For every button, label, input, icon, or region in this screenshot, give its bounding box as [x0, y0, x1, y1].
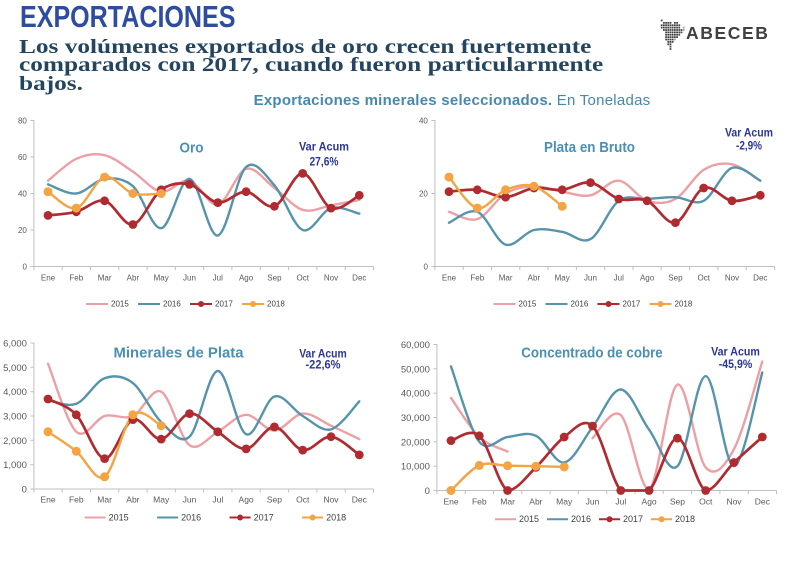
svg-text:Ene: Ene: [443, 496, 458, 506]
svg-text:2017: 2017: [254, 512, 274, 522]
svg-text:-45,9%: -45,9%: [719, 357, 753, 371]
svg-text:2016: 2016: [571, 300, 589, 309]
svg-text:Dec: Dec: [753, 273, 767, 282]
svg-text:Var Acum: Var Acum: [725, 126, 773, 140]
svg-text:Mar: Mar: [499, 273, 513, 282]
svg-text:Jun: Jun: [586, 496, 600, 506]
svg-text:50,000: 50,000: [401, 364, 430, 375]
svg-text:Sep: Sep: [670, 496, 685, 506]
svg-text:40: 40: [18, 189, 27, 198]
svg-text:Jul: Jul: [212, 495, 223, 505]
svg-text:2015: 2015: [519, 300, 537, 309]
svg-text:60,000: 60,000: [401, 340, 430, 351]
svg-text:Dec: Dec: [352, 495, 368, 505]
svg-text:Plata en Bruto: Plata en Bruto: [544, 139, 635, 156]
svg-text:2016: 2016: [571, 514, 591, 524]
svg-text:-2,9%: -2,9%: [736, 139, 762, 153]
svg-text:2017: 2017: [215, 300, 233, 309]
svg-text:Ago: Ago: [640, 273, 655, 282]
svg-text:Nov: Nov: [726, 496, 742, 506]
svg-text:Minerales de Plata: Minerales de Plata: [114, 345, 245, 362]
svg-text:Oro: Oro: [180, 140, 204, 157]
svg-text:-22,6%: -22,6%: [306, 358, 341, 372]
svg-text:Nov: Nov: [323, 495, 339, 505]
svg-text:Var Acum: Var Acum: [711, 344, 760, 358]
svg-text:Oct: Oct: [699, 496, 713, 506]
svg-text:Ago: Ago: [239, 495, 254, 505]
svg-text:Mar: Mar: [500, 496, 515, 506]
svg-text:Feb: Feb: [69, 495, 84, 505]
svg-text:2016: 2016: [163, 300, 181, 309]
svg-text:80: 80: [18, 116, 27, 125]
svg-text:Ene: Ene: [40, 495, 55, 505]
svg-text:Ene: Ene: [41, 273, 56, 282]
svg-text:4,000: 4,000: [3, 387, 27, 398]
svg-text:20: 20: [419, 189, 428, 198]
svg-text:Ago: Ago: [239, 273, 254, 282]
svg-text:Oct: Oct: [697, 273, 710, 282]
svg-text:Mar: Mar: [97, 495, 112, 505]
svg-text:20: 20: [18, 226, 27, 235]
svg-text:40: 40: [419, 116, 428, 125]
svg-text:2018: 2018: [326, 512, 346, 522]
svg-text:ABECEB: ABECEB: [686, 23, 770, 43]
svg-text:0: 0: [425, 486, 430, 497]
svg-text:0: 0: [423, 262, 428, 271]
svg-text:Var Acum: Var Acum: [299, 347, 347, 361]
svg-text:2015: 2015: [109, 512, 129, 522]
svg-text:Abr: Abr: [529, 496, 542, 506]
svg-text:Jul: Jul: [614, 273, 624, 282]
svg-text:2018: 2018: [675, 300, 693, 309]
svg-text:0: 0: [22, 484, 27, 495]
svg-text:30,000: 30,000: [401, 413, 430, 424]
svg-text:Abr: Abr: [126, 495, 139, 505]
svg-text:5,000: 5,000: [3, 363, 27, 374]
svg-text:Oct: Oct: [296, 273, 309, 282]
svg-text:2016: 2016: [181, 512, 201, 522]
svg-text:20,000: 20,000: [401, 437, 430, 448]
svg-text:Nov: Nov: [324, 273, 338, 282]
svg-text:2015: 2015: [111, 300, 129, 309]
svg-text:Jun: Jun: [183, 273, 196, 282]
svg-text:27,6%: 27,6%: [310, 155, 339, 169]
svg-text:Sep: Sep: [267, 495, 282, 505]
svg-text:6,000: 6,000: [3, 338, 27, 349]
svg-text:May: May: [556, 496, 573, 506]
svg-text:Concentrado de cobre: Concentrado de cobre: [521, 345, 662, 362]
svg-text:Dec: Dec: [755, 496, 771, 506]
svg-text:3,000: 3,000: [3, 411, 27, 422]
svg-text:Oct: Oct: [296, 495, 310, 505]
svg-text:Jun: Jun: [584, 273, 597, 282]
svg-text:Jul: Jul: [615, 496, 626, 506]
svg-text:Ago: Ago: [642, 496, 657, 506]
svg-text:Var Acum: Var Acum: [299, 140, 349, 154]
svg-text:Mar: Mar: [98, 273, 112, 282]
svg-text:2015: 2015: [519, 514, 539, 524]
svg-text:Abr: Abr: [127, 273, 140, 282]
svg-text:May: May: [555, 273, 570, 282]
svg-text:May: May: [154, 273, 169, 282]
svg-text:Jul: Jul: [213, 273, 223, 282]
svg-text:2017: 2017: [623, 514, 643, 524]
svg-text:2017: 2017: [623, 300, 641, 309]
svg-text:40,000: 40,000: [401, 389, 430, 400]
svg-text:Dec: Dec: [352, 273, 366, 282]
svg-text:Abr: Abr: [528, 273, 541, 282]
svg-text:Feb: Feb: [470, 273, 484, 282]
svg-text:Sep: Sep: [668, 273, 683, 282]
svg-text:Nov: Nov: [725, 273, 739, 282]
svg-text:Sep: Sep: [267, 273, 282, 282]
svg-text:May: May: [153, 495, 170, 505]
svg-text:2018: 2018: [675, 514, 695, 524]
svg-text:0: 0: [22, 262, 27, 271]
svg-text:2018: 2018: [267, 300, 285, 309]
svg-text:Feb: Feb: [69, 273, 83, 282]
svg-text:2,000: 2,000: [3, 436, 27, 447]
svg-text:10,000: 10,000: [401, 462, 430, 473]
svg-text:Feb: Feb: [472, 496, 487, 506]
svg-text:1,000: 1,000: [3, 460, 27, 471]
svg-text:Ene: Ene: [442, 273, 457, 282]
svg-text:Jun: Jun: [183, 495, 197, 505]
svg-text:60: 60: [18, 153, 27, 162]
